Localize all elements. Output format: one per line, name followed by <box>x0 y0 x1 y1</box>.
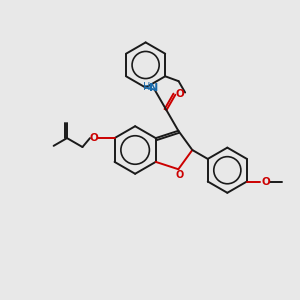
Text: O: O <box>261 176 270 187</box>
Text: N: N <box>149 82 158 93</box>
Text: O: O <box>90 133 98 143</box>
Text: O: O <box>175 170 184 180</box>
Text: H: H <box>143 82 150 92</box>
Text: O: O <box>176 89 185 99</box>
